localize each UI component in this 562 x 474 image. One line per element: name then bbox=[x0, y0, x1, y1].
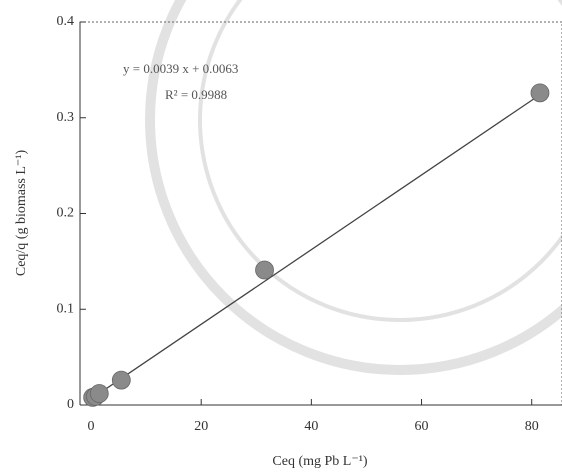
data-point bbox=[255, 260, 274, 280]
watermark bbox=[145, 0, 562, 375]
x-axis-title: Ceq (mg Pb L⁻¹) bbox=[272, 454, 368, 469]
y-axis-title: Ceq/q (g biomass L⁻¹) bbox=[14, 150, 29, 277]
data-point bbox=[89, 384, 109, 403]
x-tick-label: 80 bbox=[525, 419, 539, 434]
x-tick-label: 20 bbox=[194, 419, 208, 434]
y-tick-label: 0.2 bbox=[57, 206, 75, 221]
y-tick-label: 0 bbox=[67, 397, 74, 412]
data-point bbox=[111, 370, 131, 390]
y-tick-label: 0.3 bbox=[57, 110, 75, 125]
x-tick-label: 0 bbox=[88, 419, 95, 434]
r-squared: R² = 0.9988 bbox=[165, 87, 227, 102]
y-tick-label: 0.4 bbox=[57, 14, 75, 29]
data-point bbox=[530, 83, 550, 103]
x-tick-label: 60 bbox=[415, 419, 429, 434]
trendline bbox=[90, 92, 544, 400]
equation: y = 0.0039 x + 0.0063 bbox=[123, 61, 238, 76]
x-tick-label: 40 bbox=[304, 419, 318, 434]
y-tick-label: 0.1 bbox=[57, 301, 75, 316]
